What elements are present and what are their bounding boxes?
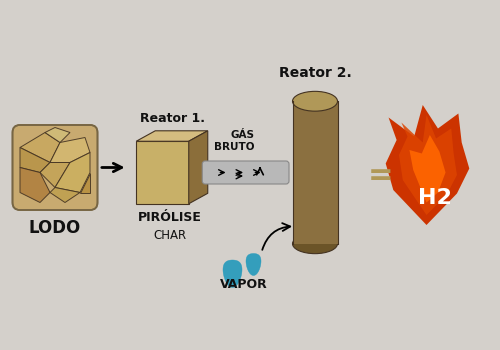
Text: =: = [368,161,394,189]
Polygon shape [246,253,261,275]
Polygon shape [20,133,60,162]
Polygon shape [55,153,90,192]
Polygon shape [80,173,90,193]
Text: VAPOR: VAPOR [220,279,268,292]
FancyBboxPatch shape [12,125,98,210]
Polygon shape [136,131,208,141]
Text: GÁS
BRUTO: GÁS BRUTO [214,130,255,152]
Polygon shape [20,147,50,173]
Text: Reator 1.: Reator 1. [140,112,204,125]
Polygon shape [386,105,469,225]
Text: H2: H2 [418,189,452,209]
Text: PIRÓLISE: PIRÓLISE [138,211,202,224]
Polygon shape [399,115,457,215]
Bar [292,101,338,244]
Polygon shape [410,135,446,203]
Polygon shape [50,188,80,203]
Polygon shape [223,260,242,287]
FancyBboxPatch shape [202,161,289,184]
Polygon shape [45,127,70,142]
Polygon shape [20,168,50,203]
Polygon shape [40,162,70,188]
FancyArrowPatch shape [262,223,290,250]
Text: LODO: LODO [29,219,81,237]
Ellipse shape [292,234,338,254]
Polygon shape [189,131,208,204]
Polygon shape [136,141,189,204]
Ellipse shape [292,91,338,111]
Polygon shape [50,138,90,162]
Text: Reator 2.: Reator 2. [278,66,351,80]
Text: CHAR: CHAR [153,229,186,242]
